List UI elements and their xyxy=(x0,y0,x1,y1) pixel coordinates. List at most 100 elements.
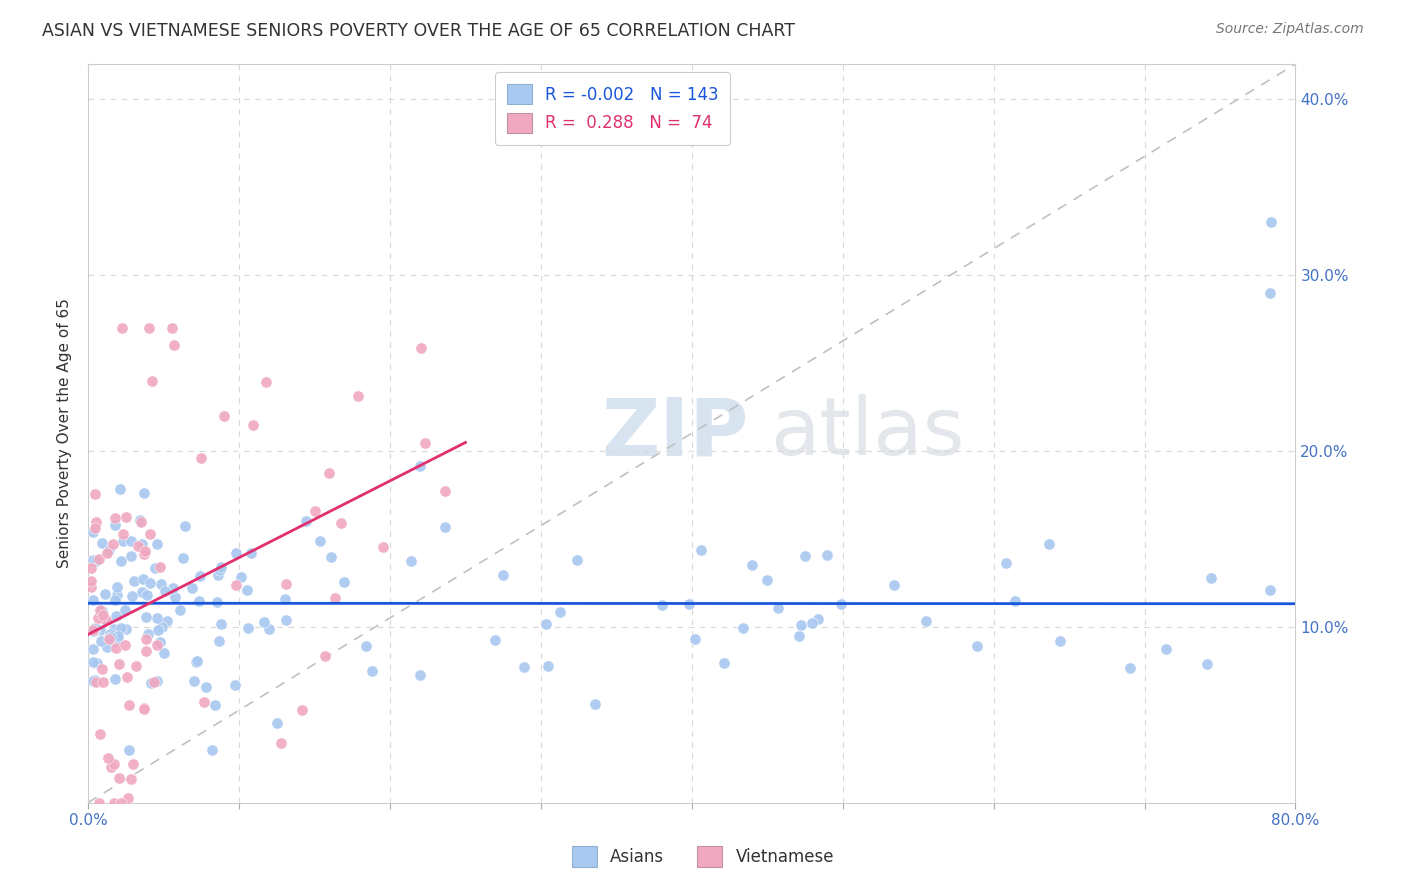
Text: ASIAN VS VIETNAMESE SENIORS POVERTY OVER THE AGE OF 65 CORRELATION CHART: ASIAN VS VIETNAMESE SENIORS POVERTY OVER… xyxy=(42,22,796,40)
Point xyxy=(209,560,232,574)
Point xyxy=(741,558,763,573)
Point xyxy=(120,772,142,786)
Point xyxy=(117,790,139,805)
Point xyxy=(98,632,121,647)
Point xyxy=(807,612,830,626)
Point xyxy=(84,553,107,567)
Point xyxy=(149,560,172,574)
Point xyxy=(484,632,506,647)
Point xyxy=(83,624,105,638)
Point xyxy=(83,521,105,535)
Point xyxy=(966,639,988,653)
Point xyxy=(104,672,127,686)
Point xyxy=(678,598,700,612)
Point xyxy=(190,450,212,465)
Point xyxy=(134,547,156,561)
Point xyxy=(254,375,277,389)
Point xyxy=(399,554,422,568)
Point xyxy=(89,552,111,566)
Point xyxy=(89,633,111,648)
Text: atlas: atlas xyxy=(770,394,965,472)
Point xyxy=(153,584,176,599)
Point xyxy=(138,320,160,334)
Point xyxy=(110,482,132,496)
Point xyxy=(1049,633,1071,648)
Point xyxy=(105,581,128,595)
Point xyxy=(105,588,128,602)
Point xyxy=(132,701,155,715)
Point xyxy=(565,552,588,566)
Point xyxy=(82,525,104,540)
Point xyxy=(84,673,107,687)
Point xyxy=(236,582,259,597)
Point xyxy=(97,751,120,765)
Point xyxy=(291,703,314,717)
Point xyxy=(82,592,104,607)
Point xyxy=(104,518,127,533)
Point xyxy=(149,577,172,591)
Point xyxy=(433,484,456,499)
Point xyxy=(91,674,114,689)
Point xyxy=(236,621,259,635)
Point xyxy=(346,389,368,403)
Point xyxy=(434,520,457,534)
Point xyxy=(110,554,132,568)
Legend: Asians, Vietnamese: Asians, Vietnamese xyxy=(561,836,845,877)
Point xyxy=(141,374,163,388)
Point xyxy=(330,516,353,530)
Point xyxy=(84,675,107,690)
Point xyxy=(94,613,117,627)
Point xyxy=(790,618,813,632)
Point xyxy=(87,611,110,625)
Point xyxy=(242,417,264,432)
Point xyxy=(314,648,336,663)
Point xyxy=(1038,537,1060,551)
Point xyxy=(136,588,159,602)
Point xyxy=(134,544,156,558)
Point xyxy=(129,513,152,527)
Point xyxy=(1004,594,1026,608)
Point xyxy=(915,614,938,628)
Point xyxy=(120,534,142,549)
Point xyxy=(84,515,107,529)
Point xyxy=(110,796,132,810)
Point xyxy=(115,670,138,684)
Point xyxy=(107,632,129,646)
Point xyxy=(89,796,111,810)
Point xyxy=(104,641,127,656)
Point xyxy=(111,526,134,541)
Point xyxy=(169,603,191,617)
Point xyxy=(209,616,232,631)
Point xyxy=(96,546,118,560)
Point xyxy=(1119,660,1142,674)
Point xyxy=(90,536,112,550)
Point xyxy=(104,609,127,624)
Point xyxy=(146,611,169,625)
Point xyxy=(112,534,135,549)
Point xyxy=(183,673,205,688)
Point xyxy=(114,638,136,652)
Point xyxy=(733,621,755,635)
Point xyxy=(583,697,606,711)
Point xyxy=(131,572,153,586)
Point xyxy=(132,700,155,714)
Point xyxy=(146,537,169,551)
Point xyxy=(323,591,346,606)
Legend: R = -0.002   N = 143, R =  0.288   N =  74: R = -0.002 N = 143, R = 0.288 N = 74 xyxy=(495,72,730,145)
Point xyxy=(165,590,187,604)
Point xyxy=(1260,215,1282,229)
Point xyxy=(273,592,295,607)
Point xyxy=(537,659,560,673)
Point xyxy=(204,698,226,713)
Point xyxy=(1197,657,1219,672)
Point xyxy=(82,624,104,638)
Point xyxy=(295,515,318,529)
Point xyxy=(108,771,131,785)
Point xyxy=(103,622,125,636)
Point xyxy=(208,634,231,648)
Point xyxy=(107,629,129,643)
Point xyxy=(111,320,134,334)
Point xyxy=(274,577,297,591)
Point xyxy=(91,607,114,622)
Point xyxy=(94,613,117,627)
